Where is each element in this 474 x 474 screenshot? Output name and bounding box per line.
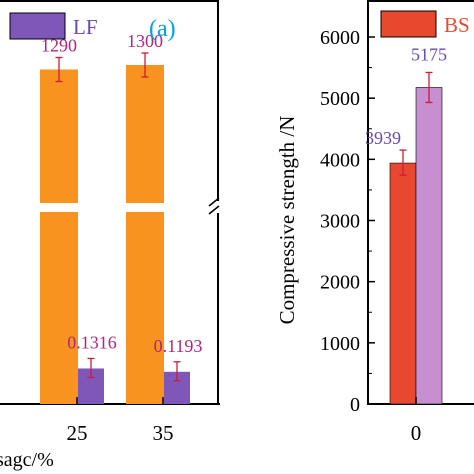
data-label-orange-25: 1290 (41, 36, 77, 56)
left-xlabel: sagc/% (0, 449, 54, 471)
right-ytick-label-4000: 4000 (320, 149, 360, 171)
left-axis-break-marker (208, 197, 224, 215)
legend-label-lf: LF (73, 15, 98, 39)
right-ytick-label-1000: 1000 (320, 333, 360, 355)
data-label-right-1: 5175 (411, 44, 447, 64)
data-label-right-0: 3939 (365, 128, 401, 148)
legend-swatch-bs (380, 10, 437, 38)
data-label-lf-35: 0.1193 (154, 336, 203, 356)
right-legend: BS (380, 10, 470, 38)
right-ytick-label-2000: 2000 (320, 272, 360, 294)
bar-series2-0 (415, 87, 443, 405)
right-xtick-label-0: 0 (411, 421, 422, 445)
left-xtick-label-25: 25 (67, 421, 88, 445)
data-label-lf-25: 0.1316 (67, 332, 117, 352)
axis-break-gap (0, 203, 205, 212)
right-ytick-label-6000: 6000 (320, 27, 360, 49)
right-ytick-label-5000: 5000 (320, 88, 360, 110)
panel-label: (a) (149, 16, 176, 42)
left-legend: LF (9, 12, 98, 40)
data-label-orange-35: 1300 (127, 31, 163, 51)
bar-orange-35 (126, 65, 164, 404)
legend-swatch-lf (9, 12, 66, 40)
chart-right-panel: 0 1000 2000 3000 4000 5000 6000 3939 5175 0 Com… (275, 0, 474, 445)
right-ytick-label-0: 0 (350, 394, 360, 416)
bar-bs-0 (389, 162, 417, 405)
chart-left-panel: 1290 0.1316 1300 0.1193 25 35 sagc/% LF (a) (0, 0, 224, 471)
right-ytick-label-3000: 3000 (320, 211, 360, 233)
bar-orange-25 (40, 69, 78, 404)
legend-label-bs: BS (444, 13, 470, 37)
right-ylabel: Compressive strength /N (275, 116, 299, 325)
left-xtick-label-35: 35 (153, 421, 174, 445)
